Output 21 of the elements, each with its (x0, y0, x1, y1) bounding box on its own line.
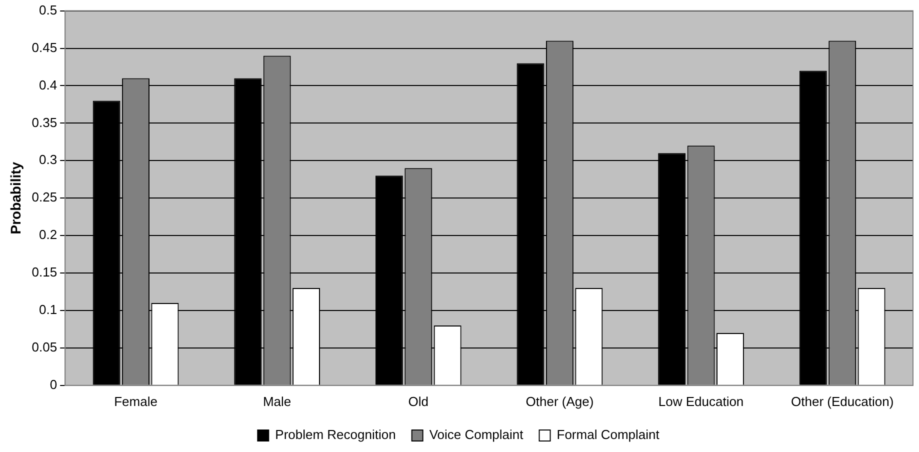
y-axis-title: Probability (7, 162, 24, 234)
y-tick-label: 0.5 (39, 2, 58, 18)
y-tick-label: 0.25 (32, 190, 58, 205)
legend-label: Voice Complaint (429, 427, 524, 442)
x-tick-label: Old (408, 394, 429, 409)
y-tick-label: 0.3 (39, 152, 58, 168)
y-tick-label: 0 (50, 376, 58, 392)
x-tick-label: Low Education (658, 394, 744, 409)
legend-label: Formal Complaint (556, 427, 660, 442)
y-tick-label: 0.4 (39, 77, 58, 92)
y-tick-label: 0.35 (32, 114, 58, 130)
x-tick-label: Other (Education) (791, 394, 894, 409)
x-tick-label: Male (262, 394, 292, 409)
y-tick-label: 0.05 (32, 340, 58, 355)
x-tick-label: Other (Age) (526, 394, 594, 409)
legend-label: Problem Recognition (275, 427, 396, 442)
x-tick-label: Female (114, 394, 158, 409)
y-tick-label: 0.2 (39, 227, 58, 242)
y-tick-label: 0.15 (32, 264, 58, 280)
y-tick-label: 0.1 (39, 302, 58, 318)
y-tick-label: 0.45 (32, 40, 58, 55)
